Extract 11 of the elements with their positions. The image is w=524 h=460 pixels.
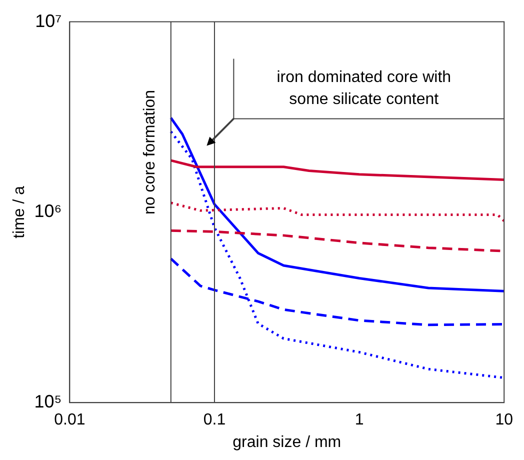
annotation: iron dominated core with some silicate content [276,68,452,110]
y-tick-label: 10⁶ [34,201,62,222]
x-tick-label: 0.01 [54,412,86,429]
x-tick-label: 10 [495,412,514,429]
y-axis-title: time / a [11,186,28,238]
x-tick-label: 1 [354,412,364,429]
x-axis-title: grain size / mm [232,434,342,451]
annotation: no core formation [142,90,159,214]
y-tick-label: 10⁷ [35,10,62,31]
x-tick-label: 0.1 [203,412,226,429]
y-tick-label: 10⁵ [34,392,62,412]
